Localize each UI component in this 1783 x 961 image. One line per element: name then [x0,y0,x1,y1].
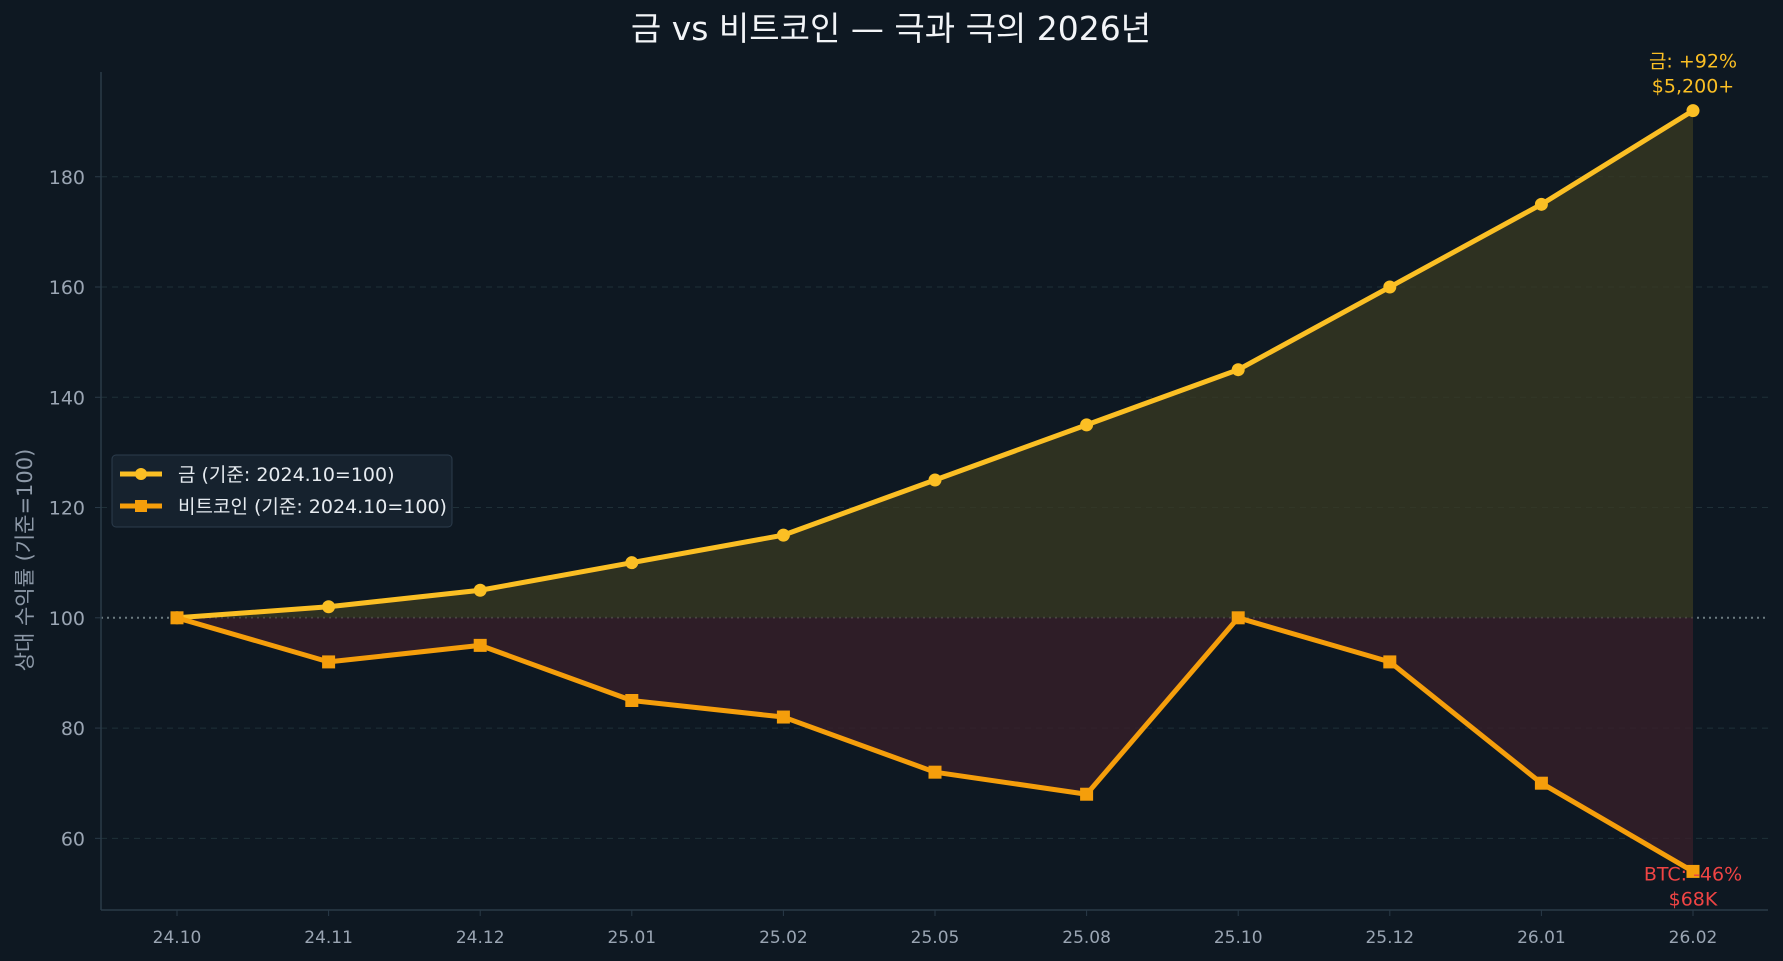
data-point-square [625,694,639,707]
data-point-circle [1534,197,1548,211]
data-point-circle [1686,104,1700,118]
y-tick-label: 80 [61,718,85,740]
series-lines [170,104,1700,878]
data-point-square [473,638,487,652]
x-tick-label: 25.05 [911,928,960,948]
legend-item-gold: 금 (기준: 2024.10=100) [120,464,395,486]
x-tick-label: 25.10 [1214,928,1263,948]
y-tick-label: 160 [49,277,85,299]
legend-label-gold: 금 (기준: 2024.10=100) [178,464,395,486]
data-point-square [1080,787,1094,801]
area-fill-series-0 [177,110,1693,618]
data-point-square [1383,655,1397,669]
data-point-square [776,710,790,724]
data-point-circle [322,600,336,614]
data-point-square [928,765,942,779]
x-tick-label: 26.02 [1669,928,1718,948]
legend: 금 (기준: 2024.10=100) 비트코인 (기준: 2024.10=10… [111,454,453,528]
data-point-circle [1080,418,1094,432]
data-point-circle [625,556,639,570]
data-point-square [322,655,336,669]
y-tick-label: 120 [49,498,85,520]
annotation-label: BTC: -46% [1644,863,1742,885]
y-tick-label: 100 [49,608,85,630]
data-point-square [170,611,184,625]
x-tick-label: 25.12 [1365,928,1414,948]
legend-marker-square [135,500,147,512]
area-fills [177,110,1693,872]
x-tick-label: 25.08 [1062,928,1111,948]
data-point-circle [473,583,487,597]
annotation-label: $68K [1669,888,1718,910]
area-fill-series-1 [177,617,1693,872]
y-tick-label: 140 [49,387,85,409]
legend-label-bitcoin: 비트코인 (기준: 2024.10=100) [178,496,447,518]
y-axis-label: 상대 수익률 (기준=100) [13,449,37,672]
annotation-label: 금: +92% [1649,51,1737,73]
y-tick-label: 180 [49,167,85,189]
annotations: 금: +92% $5,200+ BTC: -46% $68K [1644,51,1742,911]
legend-marker-circle [135,468,147,480]
data-point-square [1534,776,1548,790]
x-tick-label: 26.01 [1517,928,1566,948]
x-tick-label: 24.12 [456,928,505,948]
axes: 60 80 100 120 140 160 180 24.10 24.11 24.12 25.01 2… [49,72,1768,948]
x-tick-label: 24.10 [153,928,202,948]
y-tick-label: 60 [61,828,85,850]
x-tick-label: 25.01 [607,928,656,948]
data-point-circle [928,473,942,487]
data-point-square [1231,611,1245,625]
data-point-circle [1383,280,1397,294]
chart-title: 금 vs 비트코인 — 극과 극의 2026년 [631,9,1151,48]
data-point-circle [1231,363,1245,377]
x-tick-label: 24.11 [304,928,353,948]
legend-box [111,454,453,528]
x-tick-label: 25.02 [759,928,808,948]
data-point-square [1686,864,1700,878]
legend-item-bitcoin: 비트코인 (기준: 2024.10=100) [120,496,447,518]
annotation-label: $5,200+ [1652,76,1734,98]
data-point-circle [776,528,790,542]
